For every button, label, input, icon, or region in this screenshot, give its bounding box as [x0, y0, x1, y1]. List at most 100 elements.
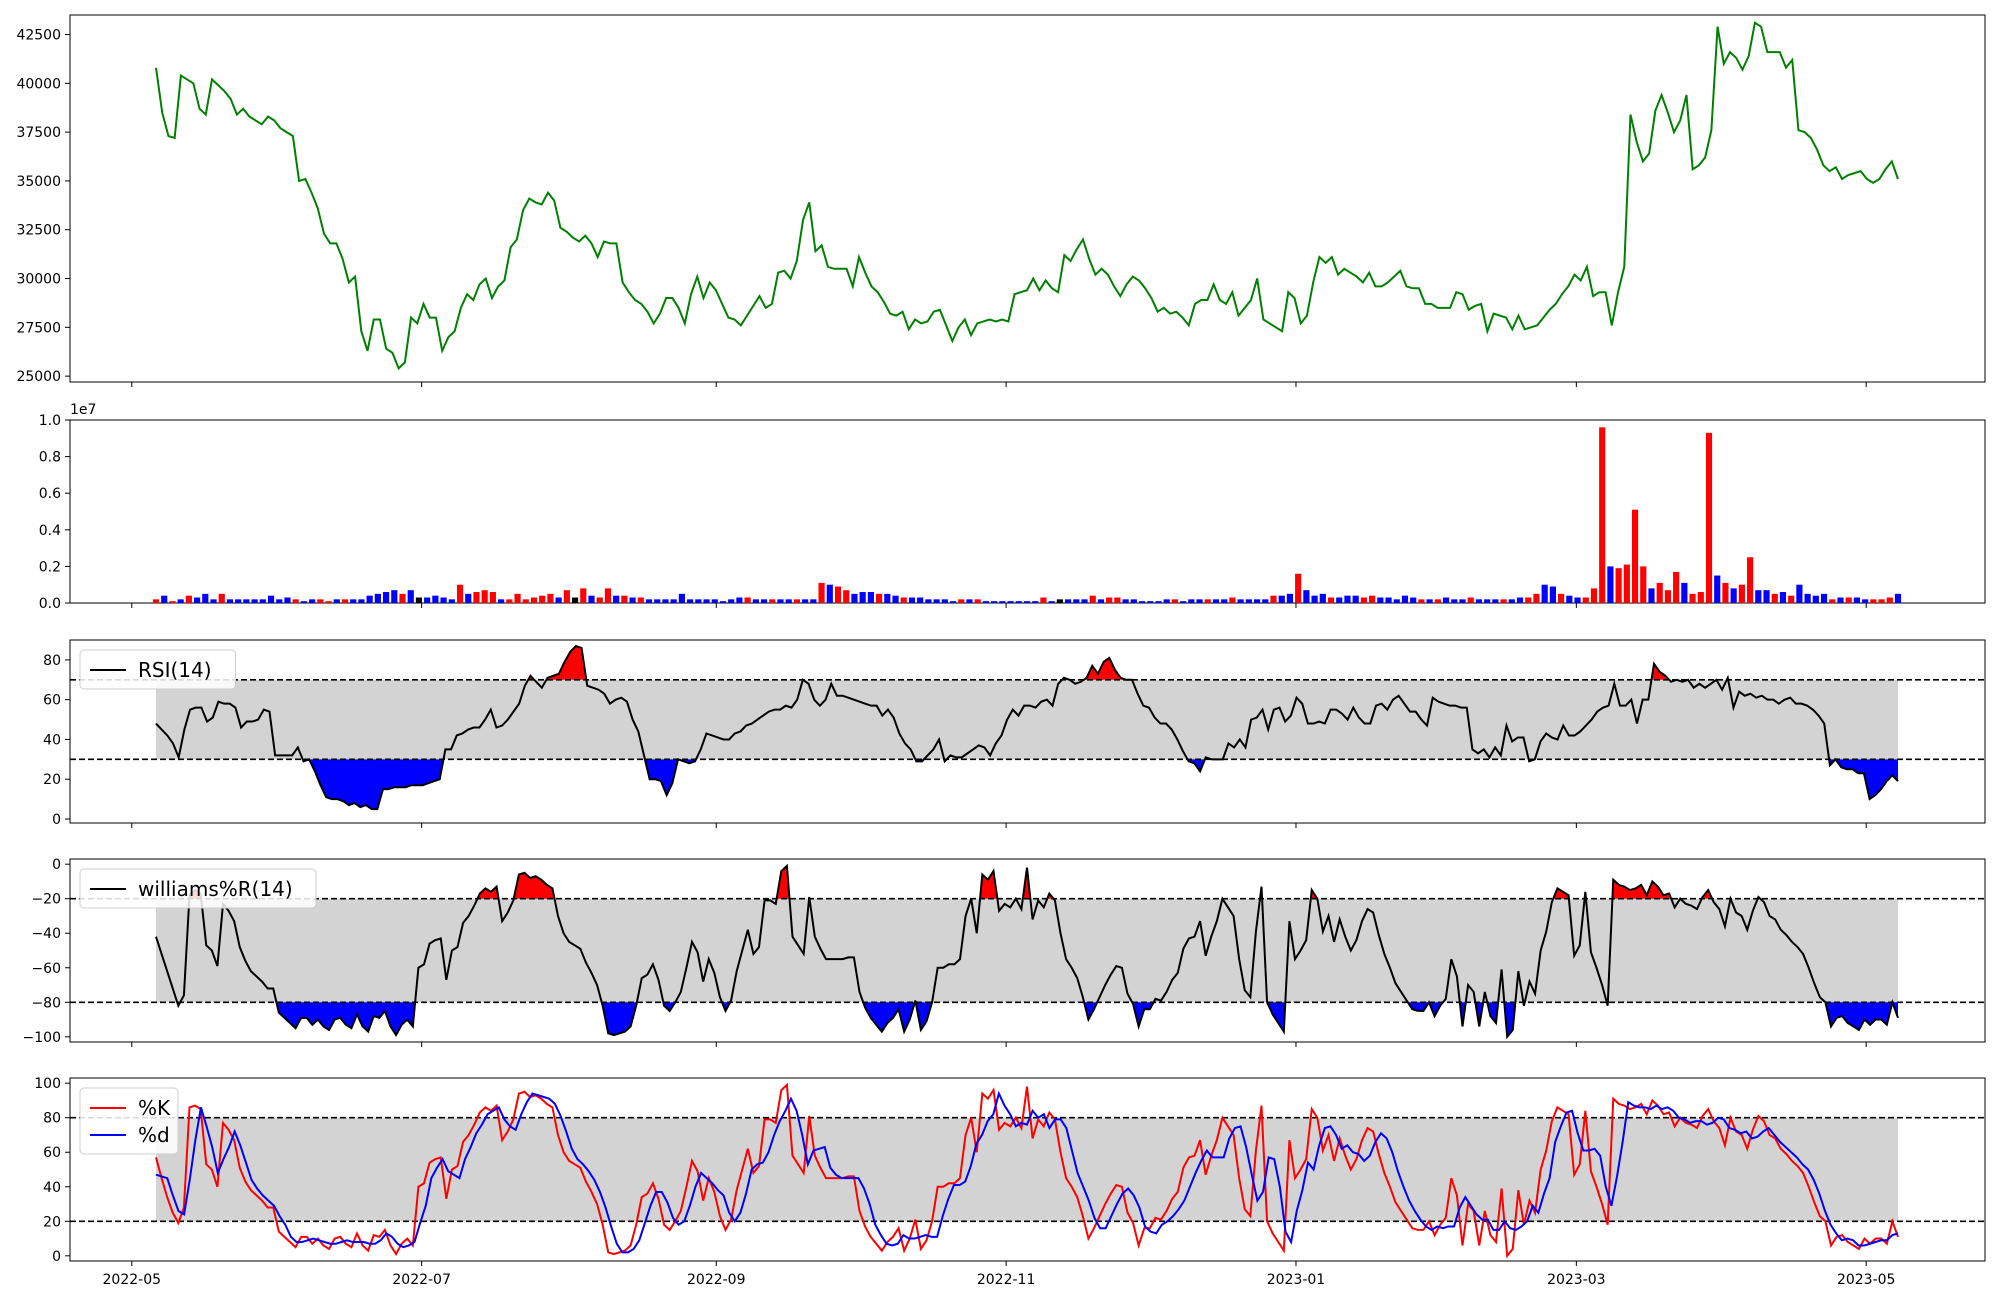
- volume-bar: [563, 590, 570, 603]
- y-tick-label: 0.2: [39, 559, 61, 575]
- volume-bar: [678, 593, 685, 603]
- volume-bar: [473, 592, 480, 603]
- volume-bar: [687, 599, 694, 603]
- volume-bar: [374, 593, 381, 603]
- overbought-fill: [1083, 657, 1132, 680]
- volume-bar: [1845, 597, 1852, 603]
- volume-bar: [1122, 599, 1129, 603]
- series-line-2: [155, 1090, 1899, 1254]
- volume-bar: [1401, 595, 1409, 603]
- y-tick-label: 32500: [16, 223, 61, 239]
- volume-bar: [456, 584, 464, 603]
- volume-bar: [1106, 597, 1113, 603]
- y-tick-label: 60: [43, 1145, 61, 1161]
- y-tick-label: 0.4: [39, 523, 61, 539]
- volume-bar: [210, 599, 217, 603]
- volume-bar: [1040, 597, 1047, 603]
- volume-bar: [382, 592, 390, 603]
- volume-bar: [802, 599, 809, 603]
- volume-bar: [1599, 427, 1606, 603]
- volume-bar: [728, 599, 735, 603]
- y-tick-label: 40000: [16, 76, 61, 92]
- y-tick-label: 40: [43, 1180, 61, 1196]
- volume-bar: [958, 599, 965, 603]
- oversold-fill: [663, 1002, 676, 1011]
- volume-bar: [1451, 599, 1458, 603]
- plot-frame: [69, 858, 1986, 1043]
- volume-bar: [1237, 599, 1244, 603]
- volume-bar: [1352, 595, 1359, 603]
- volume-bar: [489, 592, 496, 603]
- volume-bar: [1467, 597, 1474, 603]
- volume-bar: [243, 599, 250, 603]
- volume-bar: [1664, 590, 1671, 603]
- volume-bar: [933, 599, 940, 603]
- volume-bar: [539, 595, 546, 603]
- x-tick-label: 2022-05: [103, 1272, 162, 1288]
- legend-label: %K: [138, 1096, 171, 1120]
- volume-bar: [481, 590, 488, 603]
- volume-bar: [1590, 588, 1598, 603]
- y-tick-label: −100: [23, 1030, 61, 1046]
- volume-bar: [654, 599, 661, 603]
- volume-bar: [555, 597, 562, 603]
- volume-bar: [982, 601, 989, 603]
- volume-bar: [1484, 599, 1491, 603]
- y-tick-label: 37500: [16, 125, 61, 141]
- series-line-1: [155, 863, 1899, 1040]
- volume-bar: [235, 599, 242, 603]
- volume-bar: [1558, 593, 1565, 603]
- volume-bar: [1032, 601, 1039, 603]
- volume-bar: [530, 597, 538, 603]
- volume-bar: [1163, 599, 1170, 603]
- volume-bar: [1870, 599, 1877, 603]
- volume-bar: [309, 599, 316, 603]
- volume-bar: [571, 597, 579, 603]
- scale-label: 1e7: [70, 402, 96, 418]
- volume-bar: [448, 599, 455, 603]
- volume-bar: [974, 599, 981, 603]
- x-tick-label: 2023-05: [1837, 1272, 1896, 1288]
- volume-bar: [908, 597, 916, 603]
- overbought-fill: [477, 886, 499, 899]
- volume-bar: [1730, 588, 1737, 603]
- volume-bar: [1015, 601, 1022, 603]
- volume-bar: [1081, 599, 1088, 603]
- volume-bar: [1327, 597, 1335, 603]
- y-tick-label: 40: [43, 732, 61, 748]
- volume-bar: [1426, 599, 1433, 603]
- volume-bar: [1155, 601, 1162, 603]
- volume-bar: [1065, 599, 1072, 603]
- volume-bar: [1714, 575, 1721, 603]
- overbought-fill: [776, 865, 790, 899]
- y-tick-label: 35000: [16, 174, 61, 190]
- volume-bar: [1319, 593, 1326, 603]
- oversold-fill: [601, 1002, 637, 1036]
- series-line-1: [155, 644, 1899, 811]
- volume-bar: [1114, 597, 1121, 603]
- volume-bar: [152, 599, 160, 603]
- volume-bar: [1862, 599, 1869, 603]
- volume-bar: [1492, 599, 1499, 603]
- y-tick-label: 60: [43, 693, 61, 709]
- y-tick-label: 0: [52, 1249, 61, 1265]
- volume-bar: [407, 590, 414, 603]
- volume-bar: [1640, 566, 1647, 603]
- volume-bar: [1278, 595, 1285, 603]
- y-tick-label: −80: [31, 995, 61, 1011]
- y-tick-label: 0: [52, 812, 61, 828]
- volume-panel: 0.0 0.2 0.4 0.6 0.8 1.0 1e7: [39, 402, 1986, 612]
- y-tick-label: 42500: [16, 28, 61, 44]
- volume-bar: [177, 599, 184, 603]
- volume-bar: [1171, 599, 1178, 603]
- volume-bar: [1270, 595, 1277, 603]
- volume-bar: [432, 595, 439, 603]
- volume-bar: [1779, 592, 1787, 603]
- plot-frame: [69, 639, 1986, 824]
- volume-bar: [1607, 566, 1614, 603]
- volume-bar: [769, 599, 776, 603]
- volume-bar: [325, 601, 332, 603]
- volume-bar: [1796, 584, 1803, 603]
- volume-bar: [876, 593, 883, 603]
